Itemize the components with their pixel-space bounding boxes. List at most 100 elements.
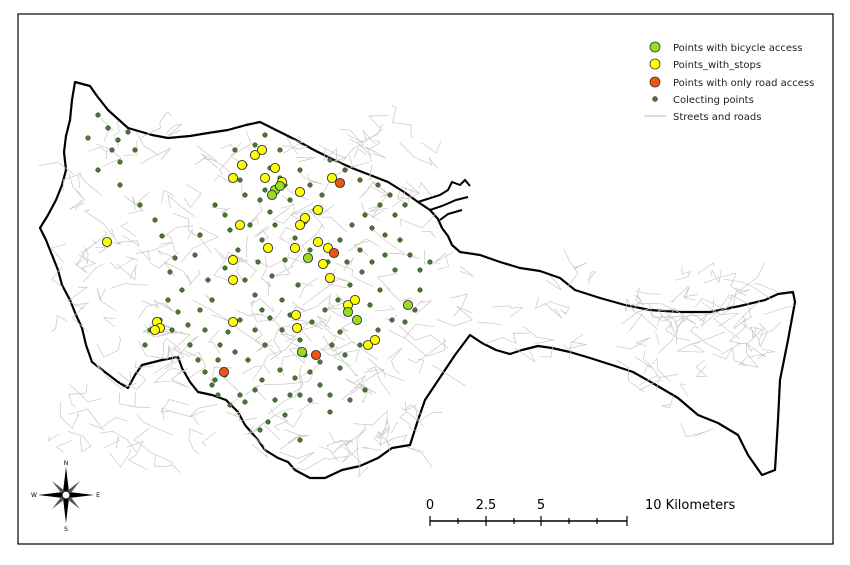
street-segment [639,374,663,386]
stop-point [299,212,311,224]
collecting-point [255,259,261,265]
street-segment [335,263,374,288]
collecting-point [209,382,215,388]
city-boundary [38,80,797,480]
collecting-point [317,382,323,388]
collecting-point [95,167,101,173]
street-segment [267,371,304,415]
compass-s-label: S [64,526,68,533]
collecting-point [369,225,375,231]
street-segment [200,153,236,177]
street-segment [676,312,705,328]
street-segment [187,228,193,240]
street-segment [405,401,424,427]
collecting-point [382,252,388,258]
street-segment [392,187,407,208]
street-segment [270,408,289,432]
street-segment [634,356,653,375]
collecting-point [362,387,368,393]
collecting-point [269,273,275,279]
collecting-point [109,147,115,153]
street-segment [423,249,441,265]
collecting-point [179,287,185,293]
bicycle-access-point [296,346,308,358]
collecting-point [317,359,323,365]
street-segment [644,302,660,305]
street-segment [99,430,137,453]
legend-road-only-symbol [649,76,661,88]
street-segment [397,189,413,205]
collecting-point [347,282,353,288]
collecting-point [362,212,368,218]
collecting-point [337,329,343,335]
street-segment [638,379,660,391]
street-segment [287,435,310,443]
street-segment [167,194,196,218]
street-segment [697,262,715,275]
stop-point [369,334,381,346]
street-segment [410,299,433,315]
stop-point [349,294,361,306]
street-segment [170,368,189,389]
collecting-point [402,202,408,208]
street-segment [368,139,382,162]
collecting-point [237,177,243,183]
street-segment [279,451,315,464]
collecting-point [159,233,165,239]
street-segment [406,446,432,468]
street-segment [68,383,88,408]
street-segment [562,341,587,350]
street-segment [680,422,714,438]
collecting-point [217,342,223,348]
street-segment [136,414,173,436]
street-segment [657,307,677,322]
street-segment [254,225,270,238]
street-segment [118,392,133,407]
collecting-point [319,192,325,198]
street-segment [192,300,231,322]
street-segment [418,182,433,198]
street-segment [100,117,114,142]
street-segment [316,315,331,330]
street-segment [38,162,75,176]
collecting-point [197,232,203,238]
street-segment [418,358,425,374]
street-segment [136,131,160,156]
street-segment [183,183,202,208]
street-segment [675,266,692,281]
street-segment [683,286,698,301]
street-segment [211,207,231,214]
street-segment [563,248,579,288]
legend-streets-label: Streets and roads [673,112,761,123]
street-segment [264,424,281,441]
street-segment [233,325,267,350]
collecting-point [212,377,218,383]
collecting-point [222,265,228,271]
street-segment [340,317,360,344]
street-segment [539,345,554,358]
street-segment [628,314,659,332]
street-segment [68,173,86,201]
collecting-point [192,252,198,258]
collecting-point [367,302,373,308]
collecting-point [307,369,313,375]
street-segment [263,337,296,374]
collecting-point [272,397,278,403]
street-segment [758,322,769,348]
collecting-points-layer [85,112,433,443]
collecting-point [167,269,173,275]
stop-point [289,242,301,254]
collecting-point [187,342,193,348]
street-segment [344,424,367,447]
street-segment [660,302,697,325]
street-segment [244,384,267,401]
collecting-point [322,307,328,313]
street-segment [264,372,314,385]
street-segment [272,206,295,224]
stop-point [227,254,239,266]
street-segment [160,398,190,413]
street-segment [139,249,151,262]
legend-stops-label: Points_with_stops [673,60,761,71]
collecting-point [375,327,381,333]
